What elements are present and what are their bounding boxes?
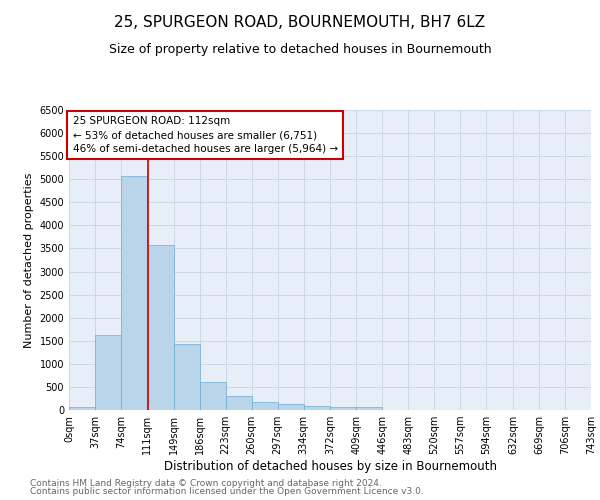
Bar bbox=[95, 335, 121, 410]
Text: Contains public sector information licensed under the Open Government Licence v3: Contains public sector information licen… bbox=[30, 487, 424, 496]
Text: Contains HM Land Registry data © Crown copyright and database right 2024.: Contains HM Land Registry data © Crown c… bbox=[30, 478, 382, 488]
Bar bbox=[251, 402, 278, 410]
X-axis label: Distribution of detached houses by size in Bournemouth: Distribution of detached houses by size … bbox=[163, 460, 497, 473]
Text: Size of property relative to detached houses in Bournemouth: Size of property relative to detached ho… bbox=[109, 42, 491, 56]
Bar bbox=[226, 396, 251, 410]
Bar bbox=[304, 406, 331, 410]
Bar bbox=[331, 408, 356, 410]
Bar bbox=[147, 245, 173, 410]
Bar bbox=[200, 382, 226, 410]
Bar bbox=[278, 404, 304, 410]
Text: 25, SPURGEON ROAD, BOURNEMOUTH, BH7 6LZ: 25, SPURGEON ROAD, BOURNEMOUTH, BH7 6LZ bbox=[115, 15, 485, 30]
Y-axis label: Number of detached properties: Number of detached properties bbox=[24, 172, 34, 348]
Bar bbox=[69, 407, 95, 410]
Bar bbox=[356, 408, 382, 410]
Text: 25 SPURGEON ROAD: 112sqm
← 53% of detached houses are smaller (6,751)
46% of sem: 25 SPURGEON ROAD: 112sqm ← 53% of detach… bbox=[73, 116, 338, 154]
Bar bbox=[121, 176, 147, 410]
Bar bbox=[173, 344, 200, 410]
